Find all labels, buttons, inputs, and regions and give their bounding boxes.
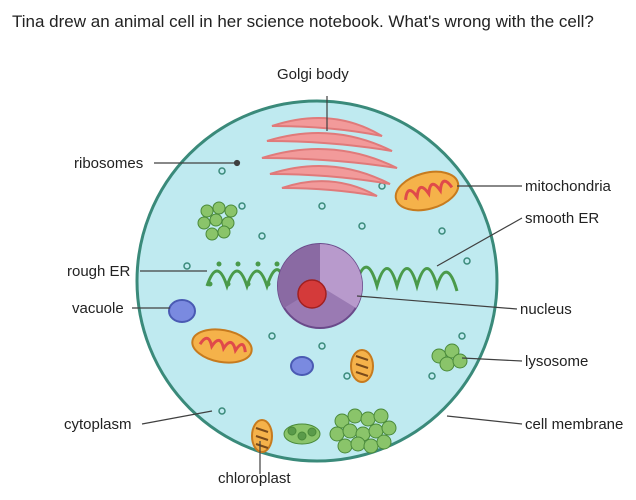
- vacuole-shape-2: [291, 357, 313, 375]
- label-nucleus: nucleus: [520, 301, 572, 318]
- organelle-misc: [351, 350, 373, 382]
- label-chloroplast: chloroplast: [218, 470, 291, 487]
- label-mitochondria: mitochondria: [525, 178, 611, 195]
- label-rougher: rough ER: [67, 263, 130, 280]
- chloroplast-shape: [330, 409, 396, 453]
- label-smoother: smooth ER: [525, 210, 599, 227]
- chloroplast-shape-2: [284, 424, 320, 444]
- organelle-misc-2: [252, 420, 272, 452]
- label-lysosome: lysosome: [525, 353, 588, 370]
- question-text: Tina drew an animal cell in her science …: [12, 12, 624, 32]
- label-cytoplasm: cytoplasm: [64, 416, 132, 433]
- label-golgi: Golgi body: [277, 66, 349, 83]
- vacuole-shape: [169, 300, 195, 322]
- label-ribosomes: ribosomes: [74, 155, 143, 172]
- label-vacuole: vacuole: [72, 300, 124, 317]
- nucleus-shape: [278, 244, 362, 328]
- label-cellmembrane: cell membrane: [525, 416, 623, 433]
- cell-diagram: Golgi body ribosomes mitochondria smooth…: [12, 36, 624, 486]
